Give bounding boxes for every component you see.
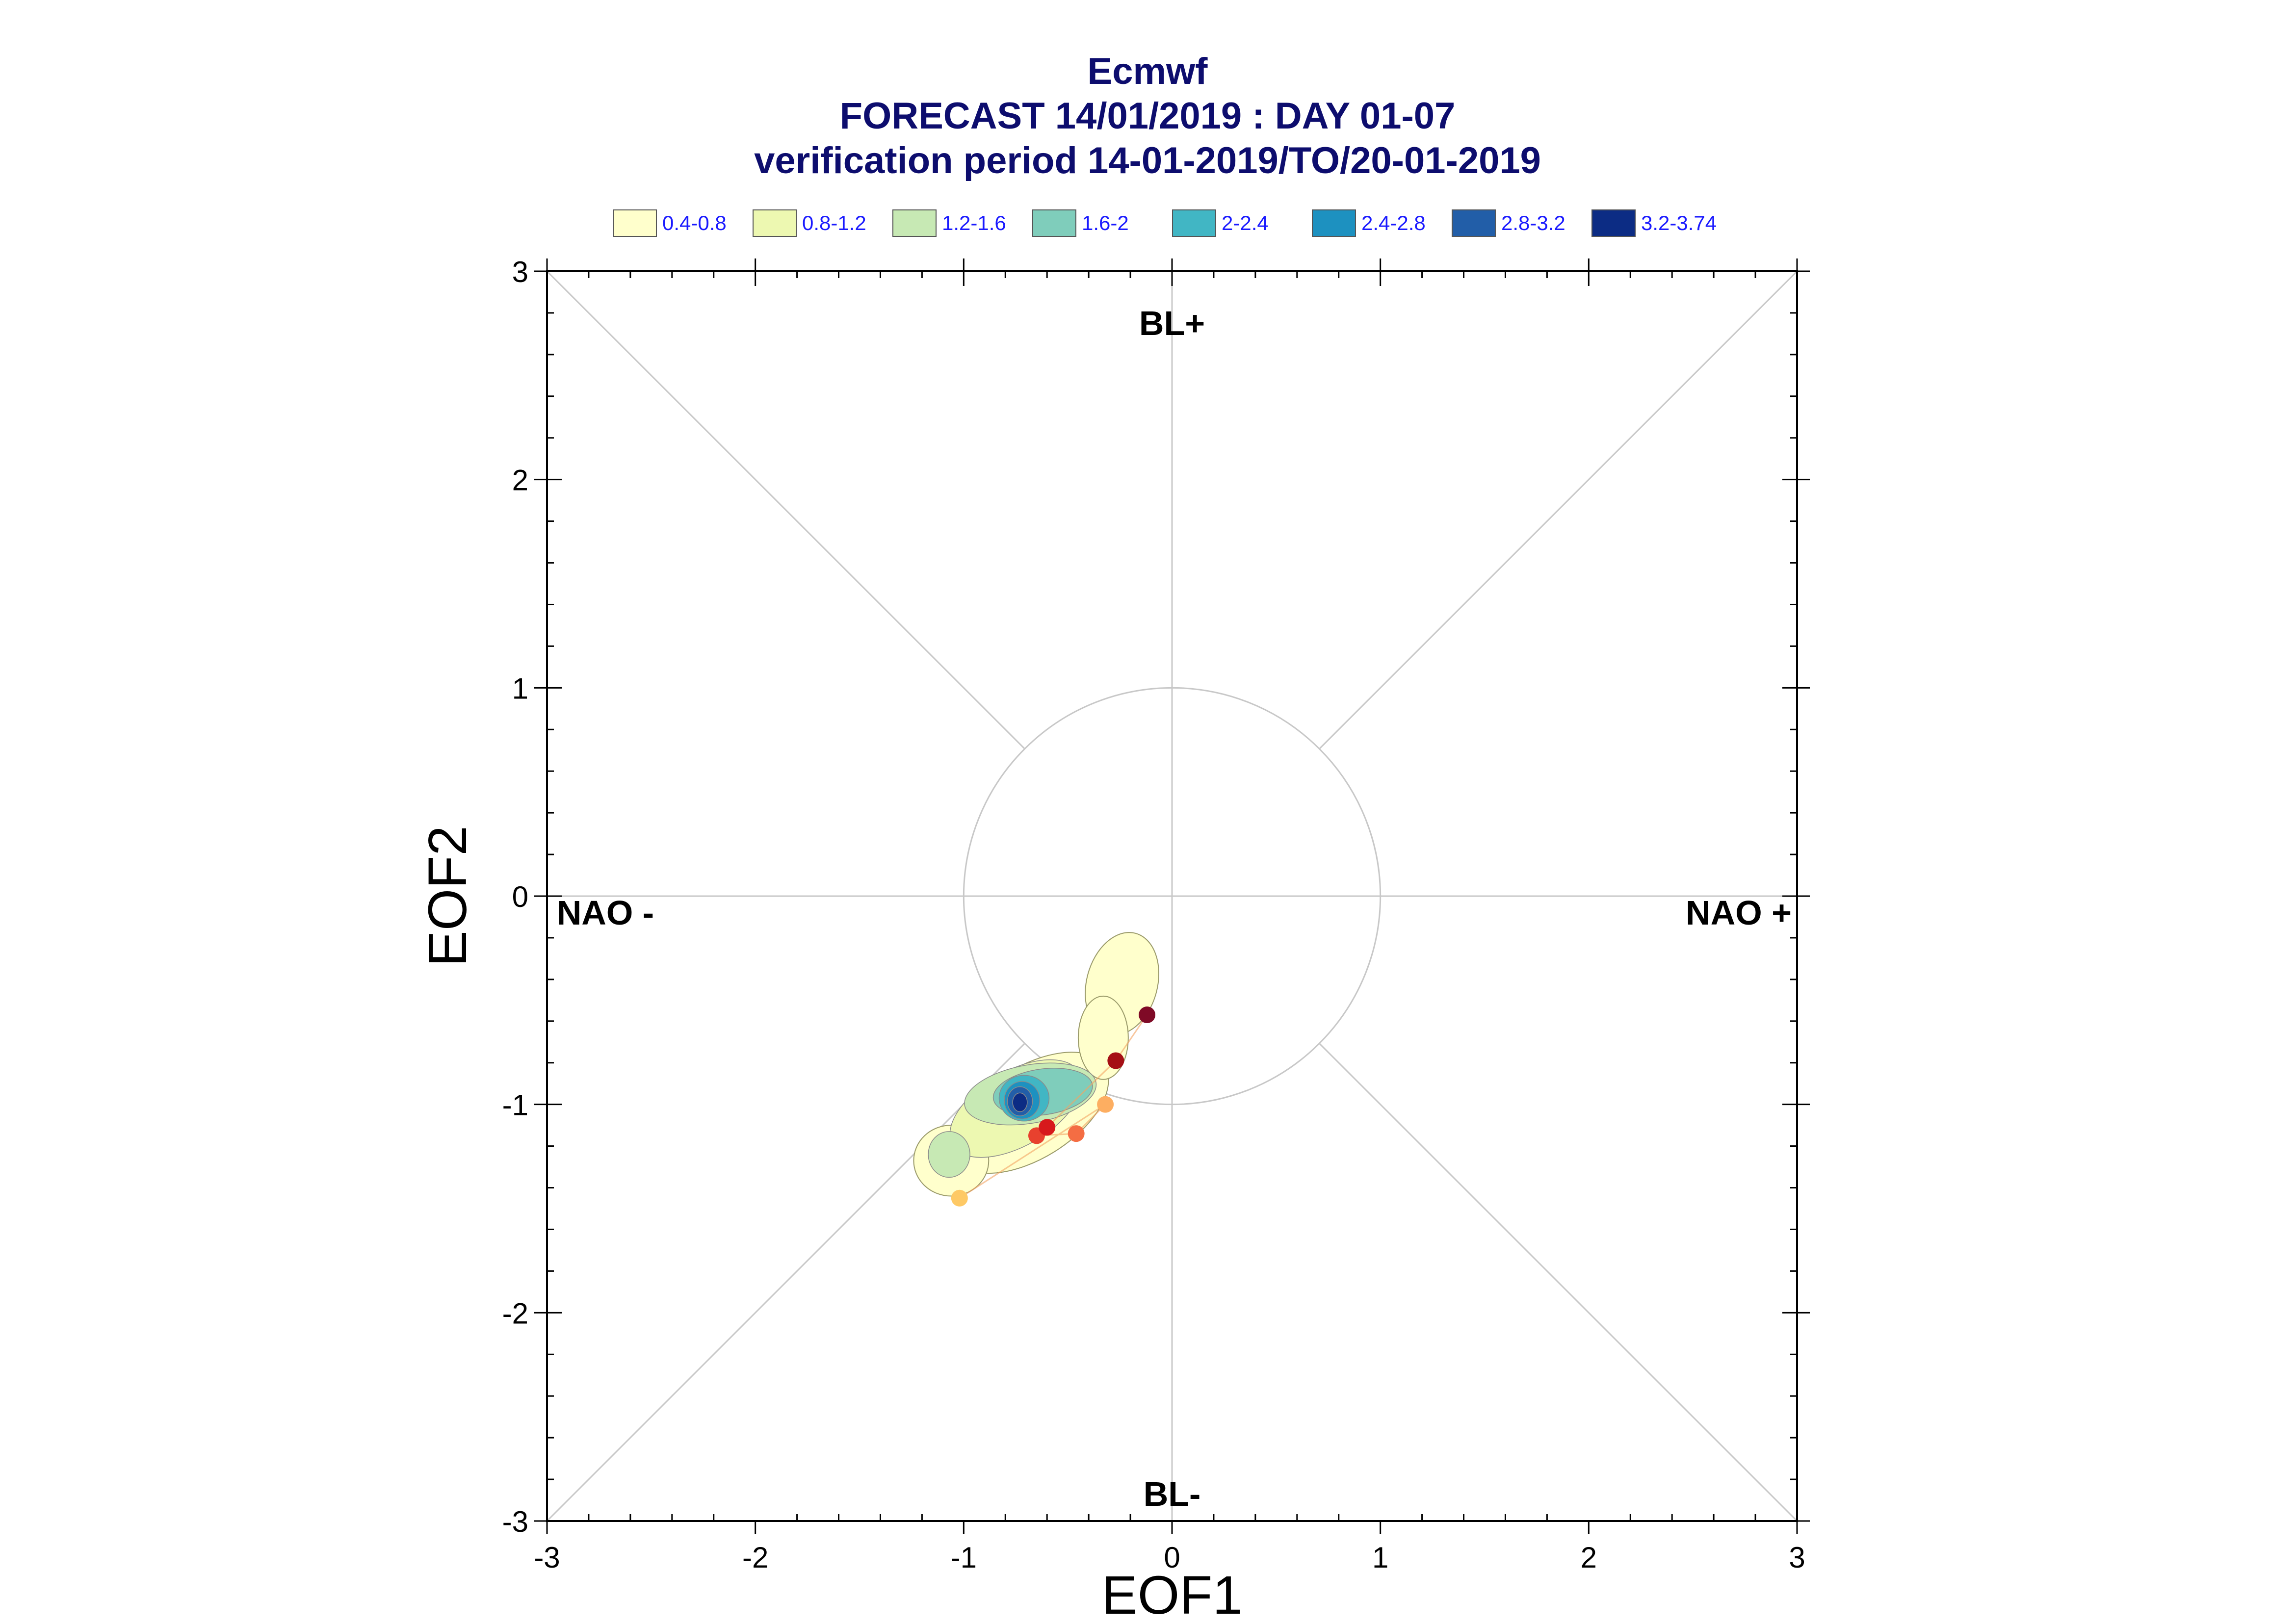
region-label-nao-minus: NAO - (557, 894, 654, 932)
density-contours (913, 932, 1160, 1197)
plot-area: -3 -2 -1 0 1 2 3 -3 -2 -1 0 1 2 3 BL+ BL- NAO - NAO + (502, 256, 1810, 1574)
diagonal-line-sw (546, 1043, 1025, 1522)
region-label-bl-minus: BL- (1144, 1475, 1201, 1513)
legend-swatch (1312, 209, 1356, 237)
legend-swatch (892, 209, 937, 237)
y-tick-label: -3 (502, 1505, 528, 1538)
y-tick-label: -1 (502, 1089, 528, 1122)
legend: 0.4-0.8 0.8-1.2 1.2-1.6 1.6-2 2-2.4 2.4-2.8 2.… (613, 209, 1717, 237)
x-tick-label: -3 (534, 1541, 560, 1574)
legend-label: 2.4-2.8 (1361, 211, 1426, 234)
chart-subtitle-forecast: FORECAST 14/01/2019 : DAY 01-07 (839, 95, 1456, 137)
trajectory-point-day-6 (1107, 1052, 1124, 1069)
x-tick-label: -2 (742, 1541, 768, 1574)
axis-ticks: -3 -2 -1 0 1 2 3 -3 -2 -1 0 1 2 3 (502, 256, 1810, 1574)
legend-swatch (753, 209, 797, 237)
x-tick-label: 3 (1789, 1541, 1805, 1574)
legend-label: 2-2.4 (1222, 211, 1269, 234)
legend-label: 1.2-1.6 (942, 211, 1006, 234)
y-tick-label: 0 (512, 880, 528, 913)
diagonal-line-se (1319, 1043, 1798, 1522)
legend-label: 3.2-3.74 (1641, 211, 1717, 234)
diagonal-line-ne (1319, 270, 1798, 749)
x-tick-label: 1 (1372, 1541, 1388, 1574)
chart-subtitle-verification: verification period 14-01-2019/TO/20-01-… (754, 140, 1541, 181)
legend-swatch (1452, 209, 1496, 237)
legend-label: 2.8-3.2 (1501, 211, 1565, 234)
x-tick-label: -1 (951, 1541, 977, 1574)
trajectory-point-day-2 (1097, 1096, 1114, 1113)
y-axis-title: EOF2 (417, 825, 478, 966)
y-tick-label: 2 (512, 464, 528, 497)
y-tick-label: -2 (502, 1297, 528, 1330)
y-tick-label: 1 (512, 672, 528, 705)
x-tick-label: 2 (1581, 1541, 1597, 1574)
legend-swatch (1032, 209, 1076, 237)
legend-label: 1.6-2 (1082, 211, 1129, 234)
density-contour-level-3-lobe (928, 1131, 970, 1178)
legend-label: 0.8-1.2 (802, 211, 866, 234)
trajectory-point-day-7 (1139, 1006, 1156, 1024)
region-label-nao-plus: NAO + (1686, 894, 1792, 932)
trajectory-point-day-1 (951, 1189, 968, 1207)
region-label-bl-plus: BL+ (1139, 304, 1205, 342)
legend-swatch (613, 209, 657, 237)
guide-lines (546, 270, 1798, 1522)
diagonal-line-nw (546, 270, 1025, 749)
trajectory-point-day-5 (1039, 1119, 1056, 1136)
density-contour-level-8 (1012, 1092, 1028, 1112)
reference-circle (963, 687, 1382, 1106)
y-tick-label: 3 (512, 256, 528, 288)
chart-title: Ecmwf (1087, 51, 1208, 92)
trajectory-point-day-3 (1068, 1125, 1085, 1142)
x-tick-label: 0 (1164, 1541, 1180, 1574)
legend-swatch (1591, 209, 1636, 237)
legend-swatch (1172, 209, 1216, 237)
trajectory (951, 1006, 1156, 1207)
x-axis-title: EOF1 (1101, 1565, 1242, 1624)
legend-label: 0.4-0.8 (662, 211, 727, 234)
chart-title-block: Ecmwf FORECAST 14/01/2019 : DAY 01-07 ve… (0, 49, 2295, 183)
region-labels: BL+ BL- NAO - NAO + (557, 304, 1792, 1513)
